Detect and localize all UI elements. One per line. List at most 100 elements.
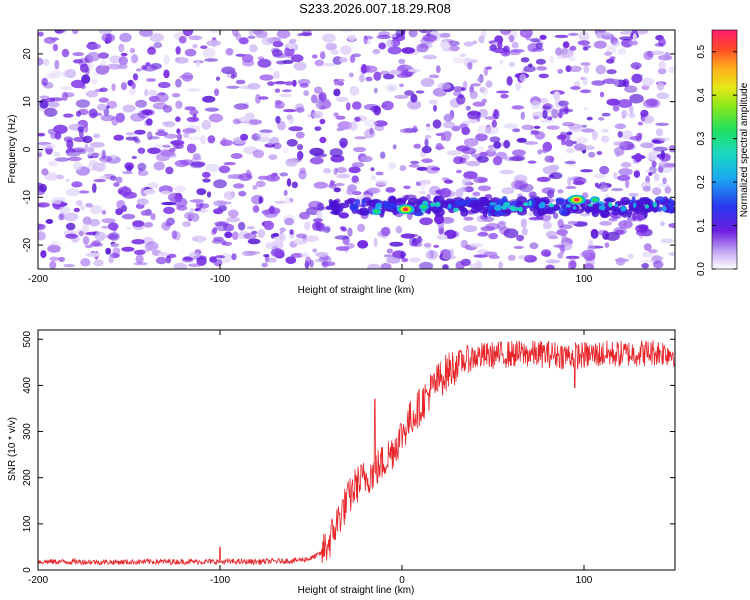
- heatmap-cell: [557, 252, 564, 259]
- heatmap-cell: [226, 217, 241, 223]
- heatmap-cell: [536, 66, 548, 71]
- heatmap-cell: [145, 118, 153, 126]
- heatmap-cell: [213, 208, 224, 215]
- heatmap-cell: [549, 156, 555, 163]
- heatmap-cell: [59, 211, 65, 221]
- heatmap-cell: [197, 209, 209, 213]
- heatmap-cell: [433, 104, 437, 112]
- heatmap-cell: [512, 128, 521, 133]
- heatmap-cell: [160, 150, 175, 157]
- heatmap-cell: [376, 34, 391, 40]
- heatmap-cell: [345, 102, 351, 111]
- heatmap-cell: [318, 255, 332, 263]
- signal-cell: [460, 206, 466, 211]
- heatmap-cell: [632, 33, 637, 42]
- heatmap-cell: [424, 138, 429, 148]
- heatmap-cell: [477, 185, 492, 192]
- heatmap-cell: [542, 221, 552, 230]
- heatmap-cell: [381, 104, 388, 108]
- heatmap-cell: [422, 34, 438, 42]
- heatmap-cell: [150, 213, 156, 221]
- heatmap-cell: [270, 248, 285, 258]
- heatmap-cell: [296, 150, 304, 160]
- heatmap-cell: [80, 258, 91, 267]
- heatmap-cell: [52, 43, 59, 52]
- heatmap-cell: [462, 80, 468, 91]
- heatmap-cell: [235, 53, 246, 57]
- heatmap-cell: [579, 89, 592, 94]
- heatmap-cell: [591, 130, 598, 141]
- heatmap-cell: [163, 69, 170, 79]
- heatmap-cell: [446, 150, 462, 156]
- signal-cell: [433, 207, 445, 217]
- heatmap-cell: [480, 87, 489, 96]
- heatmap-cell: [97, 103, 107, 111]
- heatmap-cell: [183, 132, 190, 138]
- heatmap-cell: [72, 52, 84, 57]
- heatmap-cell: [72, 59, 84, 64]
- heatmap-cell: [273, 70, 280, 80]
- heatmap-cell: [641, 251, 653, 258]
- heatmap-cell: [274, 88, 281, 93]
- heatmap-cell: [492, 156, 503, 166]
- heatmap-cell: [572, 180, 585, 186]
- heatmap-cell: [628, 112, 636, 119]
- heatmap-cell: [63, 264, 76, 268]
- heatmap-cell: [602, 78, 618, 84]
- heatmap-cell: [507, 254, 516, 261]
- heatmap-cell: [503, 45, 510, 53]
- heatmap-cell: [98, 97, 109, 103]
- heatmap-cell: [511, 180, 524, 190]
- heatmap-cell: [213, 236, 224, 242]
- heatmap-cell: [85, 203, 93, 208]
- heatmap-cell: [527, 43, 539, 53]
- heatmap-cell: [383, 254, 394, 258]
- heatmap-cell: [66, 139, 74, 150]
- signal-cell: [639, 210, 647, 215]
- heatmap-cell: [476, 77, 483, 83]
- heatmap-cell: [113, 182, 120, 188]
- heatmap-cell: [321, 260, 329, 268]
- heatmap-cell: [314, 251, 329, 258]
- snr-panel: -200 -100 0 100 0 100 200 300 400 500 Height of …: [7, 329, 676, 596]
- heatmap-cell: [119, 189, 124, 194]
- heatmap-cell: [202, 95, 216, 103]
- heatmap-cell: [640, 259, 654, 264]
- heatmap-cell: [533, 125, 541, 129]
- heatmap-cell: [313, 86, 323, 94]
- heatmap-cell: [511, 105, 525, 110]
- heatmap-cell: [477, 125, 489, 135]
- heatmap-cell: [235, 79, 246, 85]
- heatmap-cell: [164, 133, 178, 139]
- heatmap-cell: [276, 30, 291, 39]
- heatmap-cell: [40, 250, 47, 259]
- heatmap-cell: [131, 239, 145, 245]
- heatmap-y-label: Frequency (Hz): [7, 115, 18, 184]
- heatmap-cell: [95, 64, 110, 75]
- colorbar-gradient: [711, 29, 738, 270]
- heatmap-cell: [121, 205, 128, 213]
- heatmap-cell: [357, 240, 369, 249]
- heatmap-cell: [604, 51, 612, 56]
- heatmap-cell: [212, 227, 218, 234]
- heatmap-cell: [577, 40, 590, 46]
- heatmap-cell: [442, 250, 451, 260]
- heatmap-cell: [338, 57, 348, 63]
- tick-label: 0.0: [696, 262, 707, 276]
- heatmap-cell: [578, 31, 590, 41]
- signal-cell: [509, 205, 516, 211]
- heatmap-cell: [477, 232, 489, 237]
- heatmap-cell: [188, 263, 202, 268]
- signal-cell: [644, 204, 650, 209]
- heatmap-cell: [322, 62, 336, 67]
- signal-hotspot: [420, 204, 427, 209]
- signal-cell: [600, 204, 606, 211]
- heatmap-cell: [252, 205, 260, 213]
- signal-cell: [665, 203, 670, 213]
- heatmap-cell: [238, 173, 252, 182]
- heatmap-cell: [334, 183, 345, 187]
- heatmap-cell: [204, 58, 219, 62]
- heatmap-cell: [82, 236, 90, 245]
- heatmap-cell: [527, 160, 537, 164]
- signal-cell: [620, 206, 627, 212]
